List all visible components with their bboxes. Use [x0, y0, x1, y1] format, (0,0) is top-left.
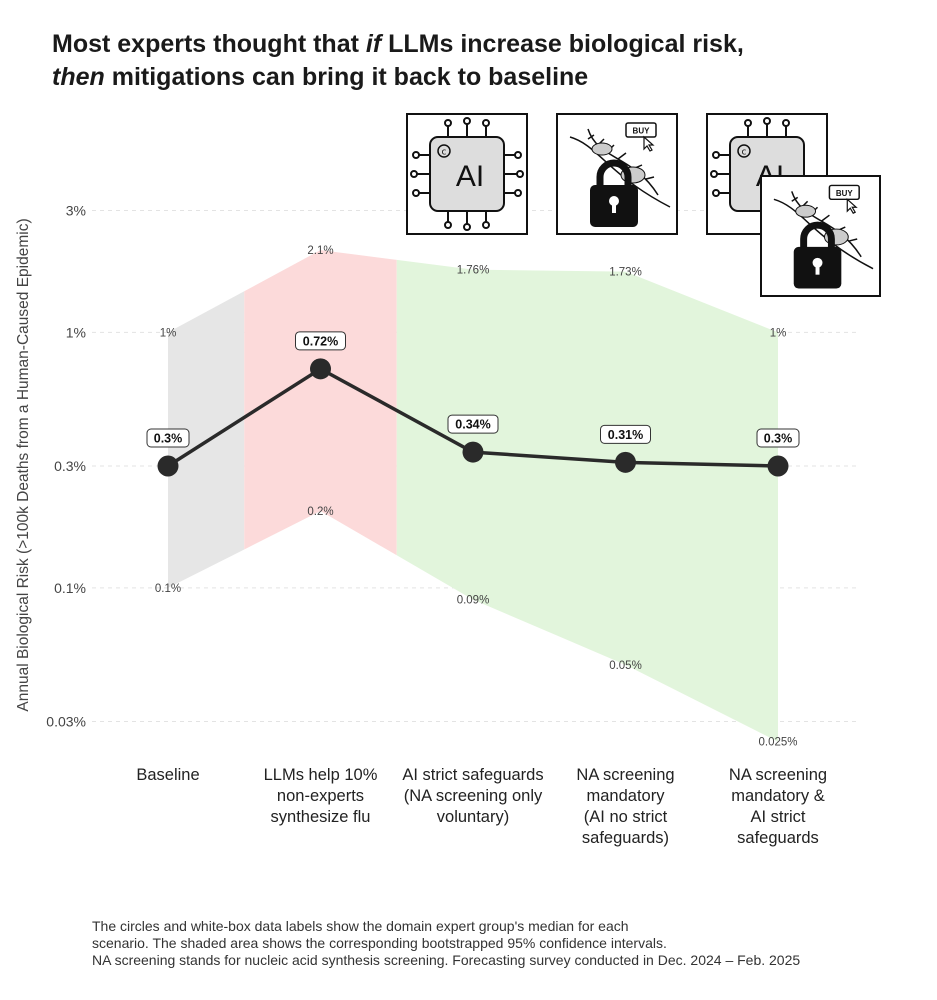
ai-chip-icon: c AI [406, 113, 528, 235]
x-category-label: NA screening mandatory (AI no strict saf… [576, 766, 675, 847]
footnote-line-1: The circles and white-box data labels sh… [92, 918, 629, 934]
median-label: 0.31% [608, 428, 643, 442]
median-point [157, 455, 179, 477]
y-tick-label: 0.03% [46, 714, 86, 730]
median-point [767, 455, 789, 477]
median-label-box [295, 331, 346, 351]
x-category-label: LLMs help 10% non-experts synthesize flu [263, 766, 378, 826]
footnote-line-2: scenario. The shaded area shows the corr… [92, 935, 667, 951]
median-label-box [600, 424, 651, 444]
median-point [615, 451, 636, 473]
ci-band-llm [244, 250, 397, 556]
median-label: 0.34% [455, 418, 490, 432]
median-label: 0.72% [303, 334, 338, 348]
ci-upper-label: 1% [160, 327, 177, 339]
x-category-label: AI strict safeguards (NA screening only … [402, 766, 544, 826]
median-point [462, 441, 484, 463]
x-category-label: NA screening mandatory & AI strict safeg… [728, 766, 828, 847]
ci-band-baseline [168, 291, 245, 588]
median-label: 0.3% [764, 432, 793, 446]
chart-title: Most experts thought that if LLMs increa… [52, 28, 912, 94]
footnote: The circles and white-box data labels sh… [92, 918, 932, 969]
dna-lock-icon-combined: BUY [760, 175, 881, 297]
ci-lower-label: 0.05% [609, 660, 642, 672]
median-label-box [146, 428, 190, 448]
footnote-line-3: NA screening stands for nucleic acid syn… [92, 952, 801, 968]
y-tick-label: 3% [66, 203, 86, 219]
ai-chip-text: AI [456, 160, 484, 193]
svg-text:c: c [742, 148, 747, 158]
ci-upper-label: 1.76% [457, 265, 490, 277]
title-line-1: Most experts thought that if LLMs increa… [52, 30, 744, 58]
buy-text-combined: BUY [836, 189, 853, 198]
title-line-2: then mitigations can bring it back to ba… [52, 63, 589, 91]
ci-band-mitigations [396, 259, 778, 742]
median-label: 0.3% [154, 432, 183, 446]
y-tick-label: 0.1% [54, 580, 86, 596]
buy-text: BUY [633, 127, 651, 136]
ci-lower-label: 0.1% [155, 583, 181, 595]
ci-lower-label: 0.025% [758, 737, 797, 749]
svg-text:c: c [442, 148, 447, 158]
x-category-label: Baseline [136, 766, 200, 784]
median-label-box [447, 414, 499, 434]
ci-upper-label: 2.1% [307, 245, 333, 257]
ci-upper-label: 1% [770, 327, 787, 339]
ci-upper-label: 1.73% [609, 267, 642, 279]
ci-lower-label: 0.09% [457, 595, 490, 607]
dna-lock-icon: BUY [556, 113, 678, 235]
median-label-box [756, 428, 800, 448]
median-point [310, 358, 331, 380]
y-tick-label: 1% [66, 324, 86, 340]
y-tick-label: 0.3% [54, 458, 86, 474]
ci-lower-label: 0.2% [307, 506, 333, 518]
